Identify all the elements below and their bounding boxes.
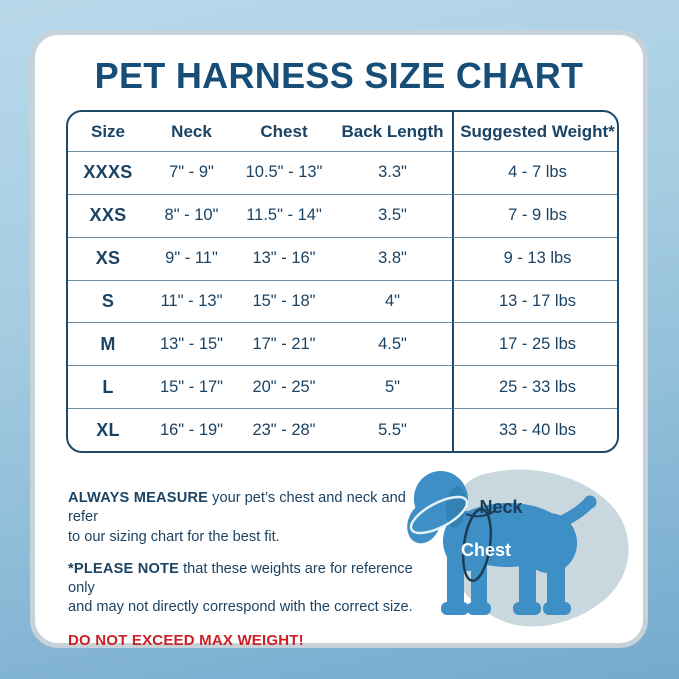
value-cell: 23" - 28" [235,408,333,451]
size-table: Size Neck Chest Back Length Suggested We… [68,112,617,451]
header-size: Size [90,121,126,141]
value-cell: 5" [333,365,452,408]
reference-note-text: that these weights are for reference onl… [68,560,413,616]
reference-note-lead: *PLEASE NOTE [68,560,180,577]
value-cell: 25 - 33 lbs [452,365,617,409]
notes-block: ALWAYS MEASURE your pet’s chest and neck… [68,489,430,650]
value-cell: 7 - 9 lbs [452,193,617,237]
dog-measurement-diagram: Neck Chest [407,469,629,627]
neck-measure-ellipse [409,495,469,535]
header-back-length: Back Length [341,121,444,141]
value-cell: 5.5" [333,408,452,451]
table-row: M 13" - 15" 17" - 21" 4.5" 17 - 25 lbs [68,322,617,366]
table-row: XS 9" - 11" 13" - 16" 3.8" 9 - 13 lbs [68,236,617,280]
value-cell: 3.8" [333,236,452,280]
size-cell: M [68,322,148,365]
value-cell: 20" - 25" [235,365,333,408]
table-row: XXS 8" - 10" 11.5" - 14" 3.5" 7 - 9 lbs [68,193,617,237]
value-cell: 8" - 10" [148,193,235,237]
table-row: XL 16" - 19" 23" - 28" 5.5" 33 - 40 lbs [68,408,617,451]
value-cell: 9" - 11" [148,236,235,280]
dog-silhouette [407,471,597,615]
table-row: XXXS 7" - 9" 10.5" - 13" 3.3" 4 - 7 lbs [68,151,617,194]
value-cell: 13" - 16" [235,236,333,280]
size-cell: XXXS [68,151,148,194]
measure-note-lead: ALWAYS MEASURE [68,490,209,506]
size-table-frame: Size Neck Chest Back Length Suggested We… [66,110,619,453]
value-cell: 13" - 15" [148,322,235,365]
header-suggested-weight: Suggested Weight* [452,112,617,151]
value-cell: 4 - 7 lbs [452,151,617,194]
chest-measure-ellipse [461,508,493,582]
table-row: S 11" - 13" 15" - 18" 4" 13 - 17 lbs [68,279,617,323]
size-cell: XS [68,236,148,280]
size-table-body: XXXS 7" - 9" 10.5" - 13" 3.3" 4 - 7 lbs XXS 8"… [68,151,617,451]
header-neck: Neck [171,121,212,141]
value-cell: 11.5" - 14" [235,193,333,237]
size-cell: XL [68,408,148,451]
neck-label: Neck [479,497,523,517]
size-cell: XXS [68,193,148,237]
measure-note: ALWAYS MEASURE your pet’s chest and neck… [68,489,430,547]
size-cell: L [68,365,148,408]
measure-note-text: your pet’s chest and neck and refer to o… [68,490,406,545]
value-cell: 3.5" [333,193,452,237]
value-cell: 4.5" [333,322,452,365]
value-cell: 17" - 21" [235,322,333,365]
value-cell: 33 - 40 lbs [452,408,617,451]
chest-label: Chest [461,540,511,560]
size-cell: S [68,279,148,323]
value-cell: 15" - 18" [235,279,333,323]
value-cell: 11" - 13" [148,279,235,323]
size-table-header: Size Neck Chest Back Length Suggested We… [68,112,617,151]
value-cell: 17 - 25 lbs [452,322,617,366]
neck-pointer-line [465,510,496,518]
header-row: Size Neck Chest Back Length Suggested We… [68,112,617,151]
table-row: L 15" - 17" 20" - 25" 5" 25 - 33 lbs [68,365,617,409]
page-title: PET HARNESS SIZE CHART [94,55,584,96]
value-cell: 9 - 13 lbs [452,236,617,280]
max-weight-warning: DO NOT EXCEED MAX WEIGHT! [68,631,304,649]
header-chest: Chest [260,121,308,141]
value-cell: 3.3" [333,151,452,194]
value-cell: 16" - 19" [148,408,235,451]
chart-card: PET HARNESS SIZE CHART Size Neck Chest B… [30,30,648,650]
value-cell: 15" - 17" [148,365,235,408]
value-cell: 13 - 17 lbs [452,279,617,323]
value-cell: 10.5" - 13" [235,151,333,194]
value-cell: 4" [333,279,452,323]
value-cell: 7" - 9" [148,151,235,194]
reference-note: *PLEASE NOTE that these weights are for … [68,560,430,618]
